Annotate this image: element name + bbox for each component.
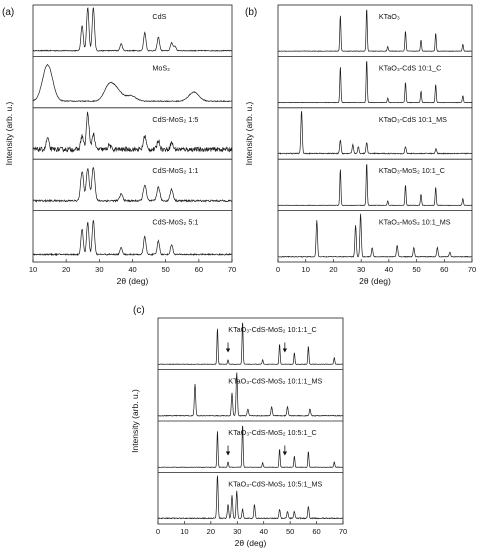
series-line [157,372,344,417]
panel-b: (b) KTaO₃ KTaO₃-CdS 10:1_C KTaO₃-CdS 10:1_M… [244,4,476,286]
series-label: CdS-MoS₂ 1:1 [152,166,198,175]
series-label: KTaO₃-CdS-MoS₂ 10:1:1_MS [228,377,322,386]
x-tick-label: 70 [468,265,476,274]
series-line [277,111,473,155]
y-axis-label: Intensity (arb. u.) [130,389,140,453]
x-tick-label: 50 [161,265,169,274]
x-tick-label: 20 [329,265,337,274]
x-tick-label: 0 [156,527,160,536]
peak-arrow-head [225,451,231,456]
x-tick-label: 50 [412,265,420,274]
x-tick-label: 30 [95,265,103,274]
x-tick-label: 10 [180,527,188,536]
x-tick-label: 40 [128,265,136,274]
x-tick-label: 60 [195,265,203,274]
x-axis-label: 2θ (deg) [359,276,391,286]
plot-frame [277,4,473,263]
x-tick-label: 40 [260,527,268,536]
panel-label: (a) [2,7,14,18]
x-tick-label: 10 [302,265,310,274]
series-line [157,475,344,520]
plot-frame [32,4,233,263]
x-tick-label: 70 [228,265,236,274]
series-line [32,111,233,153]
x-tick-label: 20 [62,265,70,274]
panel-label: (c) [133,305,145,316]
y-axis-label: Intensity (arb. u.) [4,101,14,165]
x-tick-label: 30 [357,265,365,274]
series-line [157,322,344,365]
series-line [32,167,233,203]
panel-a: (a) CdS MoS₂ CdS-MoS₂ 1:5 CdS-MoS₂ 1:1 CdS-Mo… [2,4,236,286]
series-label: KTaO₃-CdS 10:1_C [379,63,441,72]
series-label: MoS₂ [152,63,170,72]
series-label: KTaO₃-MoS₂ 10:1_MS [379,218,451,227]
x-tick-label: 10 [29,265,37,274]
x-tick-label: 0 [276,265,280,274]
peak-arrow-head [282,348,288,353]
series-line [32,7,233,52]
x-tick-label: 60 [312,527,320,536]
panel-c: (c) KTaO₃-CdS-MoS₂ 10:1:1_C KTaO₃-CdS-MoS₂… [130,305,347,548]
series-line [32,219,233,257]
series-line [277,61,473,104]
series-line [157,425,344,468]
peak-arrow-head [225,348,231,353]
x-tick-label: 30 [233,527,241,536]
x-tick-label: 20 [207,527,215,536]
x-tick-label: 50 [286,527,294,536]
series-label: KTaO₃-CdS-MoS₂ 10:5:1_C [228,428,316,437]
series-line [277,164,473,207]
series-line [277,213,473,258]
series-line [32,64,233,103]
x-axis-label: 2θ (deg) [235,538,267,548]
series-label: KTaO₃-MoS₂ 10:1_C [379,166,445,175]
series-label: KTaO₃ [379,12,400,21]
series-label: CdS-MoS₂ 1:5 [152,115,198,124]
series-label: KTaO₃-CdS 10:1_MS [379,115,447,124]
y-axis-label: Intensity (arb. u.) [244,101,254,165]
series-label: CdS-MoS₂ 5:1 [152,218,198,227]
series-line [277,9,473,52]
series-label: KTaO₃-CdS-MoS₂ 10:5:1_MS [228,480,322,489]
peak-arrow-head [282,451,288,456]
panel-label: (b) [245,7,257,18]
series-label: KTaO₃-CdS-MoS₂ 10:1:1_C [228,325,316,334]
x-tick-label: 60 [440,265,448,274]
x-tick-label: 40 [385,265,393,274]
series-label: CdS [152,12,166,21]
x-axis-label: 2θ (deg) [117,276,149,286]
x-tick-label: 70 [339,527,347,536]
